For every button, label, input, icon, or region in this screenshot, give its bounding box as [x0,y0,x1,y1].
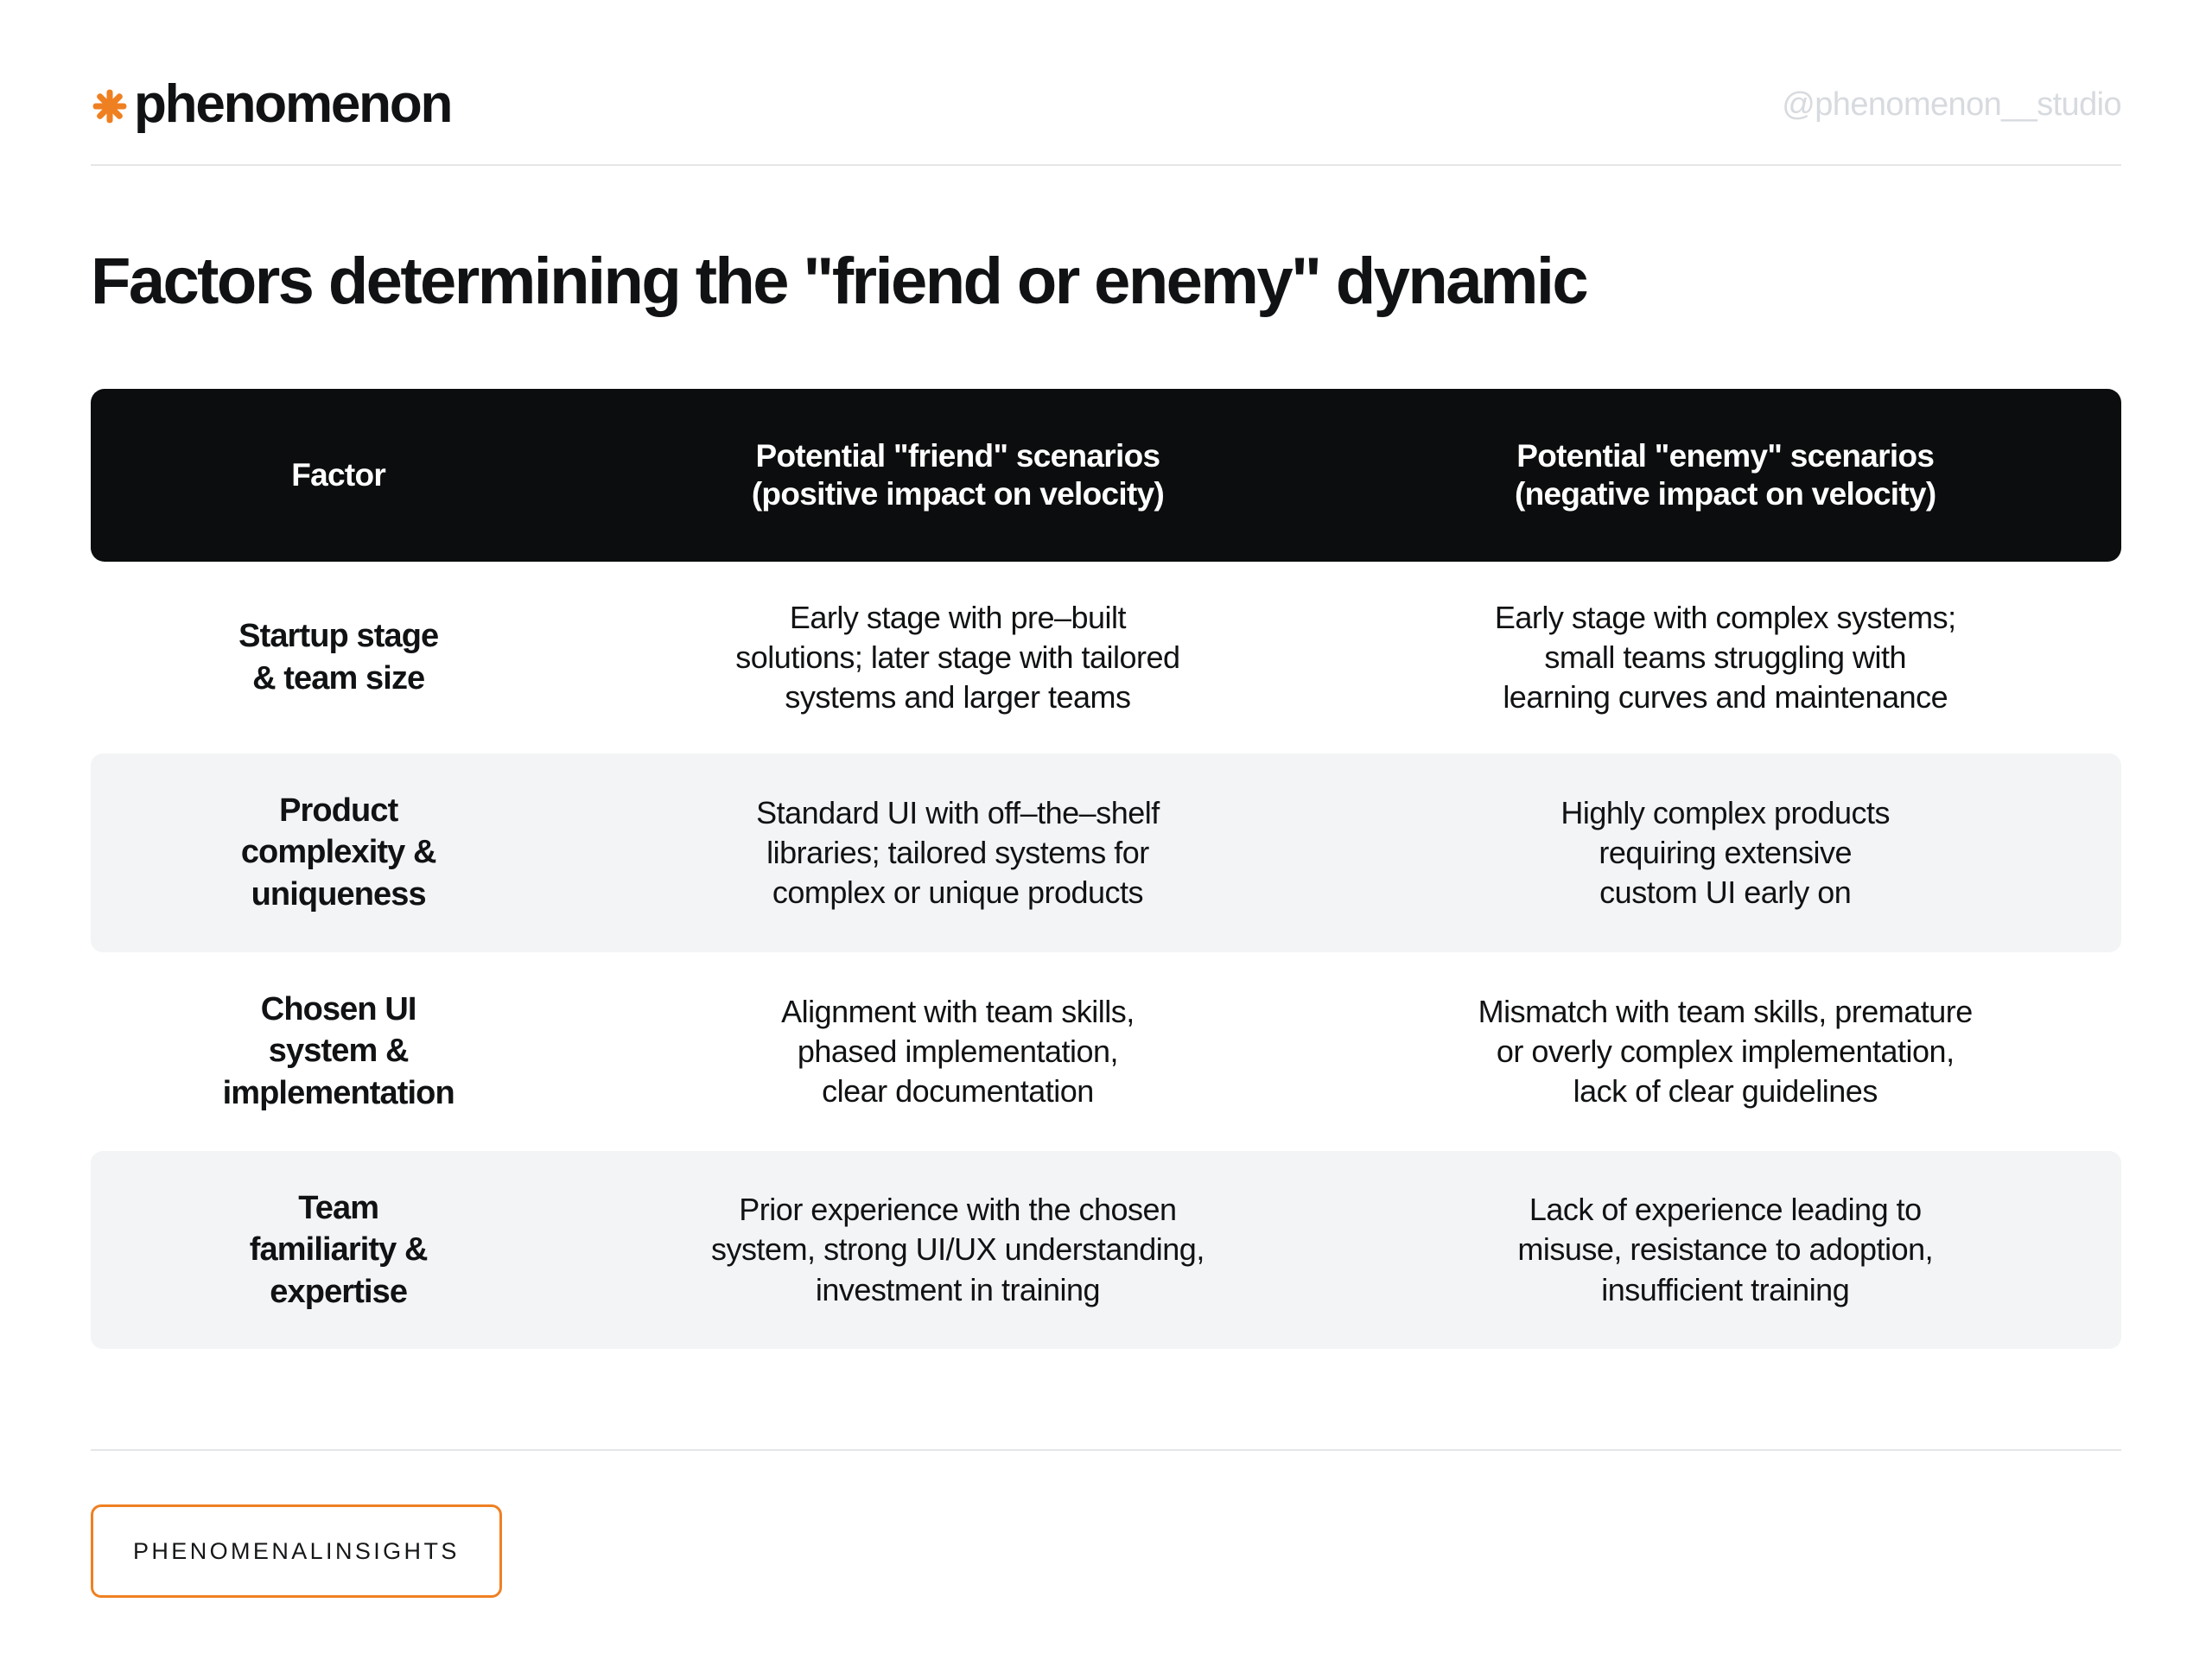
table-row: Chosen UI system & implementation Alignm… [91,952,2121,1151]
cell-enemy: Highly complex products requiring extens… [1560,794,1891,910]
factors-table: Factor Potential "friend" scenarios (pos… [91,388,2121,1350]
asterisk-starburst-icon [92,89,127,124]
cell-factor: Chosen UI system & implementation [222,990,455,1111]
cell-enemy: Lack of experience leading to misuse, re… [1517,1192,1934,1307]
header-divider [91,164,2121,166]
column-header-enemy: Potential "enemy" scenarios (negative im… [1514,437,1936,512]
cell-friend: Standard UI with off–the–shelf libraries… [756,794,1160,910]
cell-factor: Product complexity & uniqueness [240,792,437,913]
table-row: Team familiarity & expertise Prior exper… [91,1150,2121,1350]
cell-friend: Prior experience with the chosen system,… [711,1192,1205,1307]
cell-enemy: Mismatch with team skills, premature or … [1478,993,1974,1109]
phenomenal-insights-badge[interactable]: PHENOMENALINSIGHTS [91,1504,502,1598]
cell-friend: Early stage with pre–built solutions; la… [735,599,1180,715]
page-title: Factors determining the "friend or enemy… [91,245,1589,318]
brand-name: phenomenon [134,74,453,134]
footer-divider [91,1449,2121,1451]
cell-factor: Startup stage & team size [238,618,439,696]
footer-spacer [91,1349,2121,1449]
table-row: Startup stage & team size Early stage wi… [91,562,2121,754]
cell-enemy: Early stage with complex systems; small … [1494,599,1956,715]
cell-friend: Alignment with team skills, phased imple… [781,993,1135,1109]
header-bar: phenomenon @phenomenon__studio [91,0,2122,164]
column-header-friend: Potential "friend" scenarios (positive i… [751,437,1165,512]
table-header-row: Factor Potential "friend" scenarios (pos… [91,388,2121,562]
table-row: Product complexity & uniqueness Standard… [91,753,2121,952]
cell-factor: Team familiarity & expertise [249,1189,429,1310]
brand-logo[interactable]: phenomenon [91,74,453,134]
social-handle: @phenomenon__studio [1782,86,2121,123]
column-header-factor: Factor [291,456,386,493]
